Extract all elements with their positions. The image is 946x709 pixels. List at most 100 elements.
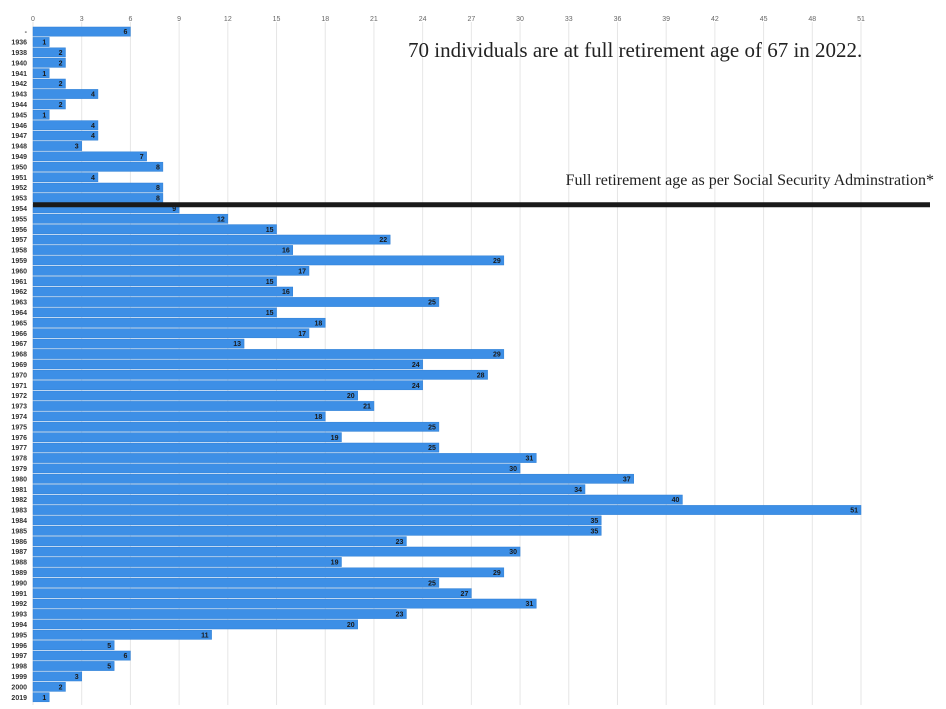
bar	[32, 130, 99, 141]
data-label: 20	[347, 393, 355, 400]
data-label: 15	[266, 227, 274, 234]
bar	[32, 453, 537, 463]
bar	[32, 265, 310, 276]
data-label: 25	[428, 424, 436, 431]
bar	[32, 349, 505, 359]
data-label: 25	[428, 580, 436, 587]
data-label: 51	[850, 508, 858, 515]
bar	[32, 182, 164, 193]
bar	[32, 307, 277, 318]
category-label: 1981	[11, 487, 27, 494]
bar	[32, 317, 326, 328]
data-label: 24	[412, 362, 420, 369]
category-label: 1977	[11, 445, 27, 452]
bars	[32, 26, 862, 703]
data-label: 25	[428, 300, 436, 307]
category-label: 1980	[11, 476, 27, 483]
bar	[32, 515, 602, 526]
x-tick-label: 42	[711, 16, 719, 23]
category-label: 1986	[11, 539, 27, 546]
x-tick-label: 39	[662, 16, 670, 23]
data-label: 8	[156, 185, 160, 192]
x-tick-label: 18	[321, 16, 329, 23]
category-label: 1971	[11, 383, 27, 390]
grid-lines	[32, 22, 862, 705]
data-label: 8	[156, 196, 160, 203]
category-label: 1973	[11, 404, 27, 411]
data-label: 1	[42, 695, 46, 702]
data-label: 18	[314, 320, 322, 327]
bar	[32, 37, 50, 47]
category-label: 1960	[11, 268, 27, 275]
category-label: 1995	[11, 632, 27, 639]
category-label: 1945	[11, 112, 27, 119]
category-label: 1974	[11, 414, 27, 421]
bar	[32, 473, 634, 484]
data-label: 19	[331, 560, 339, 567]
bar	[32, 567, 505, 578]
data-label: 13	[233, 341, 241, 348]
bar	[32, 525, 602, 536]
bar	[32, 57, 66, 68]
data-label: 37	[623, 476, 631, 483]
category-label: 1941	[11, 71, 27, 78]
category-label: 2019	[11, 695, 27, 702]
bar	[32, 546, 521, 557]
bar	[32, 432, 342, 443]
bar	[32, 640, 115, 651]
data-label: 28	[477, 372, 485, 379]
bar	[32, 120, 99, 131]
data-label: 4	[91, 92, 95, 99]
data-label: 30	[509, 466, 517, 473]
category-label: 1987	[11, 549, 27, 556]
data-label: 35	[590, 518, 598, 525]
data-label: 7	[140, 154, 144, 161]
category-label: 1968	[11, 352, 27, 359]
bar	[32, 47, 66, 58]
data-label: 23	[396, 612, 404, 619]
data-label: 29	[493, 352, 501, 359]
data-label: 4	[91, 123, 95, 130]
x-tick-label: 15	[273, 16, 281, 23]
bar	[32, 411, 326, 422]
data-label: 21	[363, 404, 371, 411]
data-label: 17	[298, 268, 306, 275]
x-tick-label: 45	[760, 16, 768, 23]
data-label: 15	[266, 310, 274, 317]
category-label: -	[25, 29, 28, 36]
category-label: 1970	[11, 372, 27, 379]
category-label: 2000	[11, 684, 27, 691]
category-label: 1985	[11, 528, 27, 535]
data-label: 3	[75, 674, 79, 681]
data-label: 2	[59, 50, 63, 57]
bar	[32, 286, 294, 297]
data-label: 9	[172, 206, 176, 213]
data-label: 12	[217, 216, 225, 223]
bar	[32, 99, 66, 110]
bar	[32, 577, 440, 588]
bar	[32, 297, 440, 307]
category-label: 1982	[11, 497, 27, 504]
category-label: 1972	[11, 393, 27, 400]
data-label: 31	[525, 601, 533, 608]
data-label: 1	[42, 71, 46, 78]
bar	[32, 619, 358, 630]
category-label: 1967	[11, 341, 27, 348]
x-tick-label: 27	[467, 16, 475, 23]
bar	[32, 193, 164, 203]
bar	[32, 380, 423, 391]
category-label: 1993	[11, 612, 27, 619]
category-label: 1957	[11, 237, 27, 244]
category-label: 1988	[11, 560, 27, 567]
category-label: 1963	[11, 300, 27, 307]
category-label: 1976	[11, 435, 27, 442]
data-label: 1	[42, 40, 46, 47]
category-label: 1989	[11, 570, 27, 577]
data-label: 8	[156, 164, 160, 171]
y-axis-category-labels: - 1936 1938 1940 1941 1942 1943 1944 1945 1946 194…	[11, 29, 27, 702]
x-axis-tick-labels: 0 3 6 9 12 15 18 21 24 27 30 33 36 39 42 45 48 51	[31, 16, 865, 23]
bar	[32, 629, 212, 640]
reference-line-label: Full retirement age as per Social Securi…	[565, 172, 934, 189]
category-label: 1961	[11, 279, 27, 286]
